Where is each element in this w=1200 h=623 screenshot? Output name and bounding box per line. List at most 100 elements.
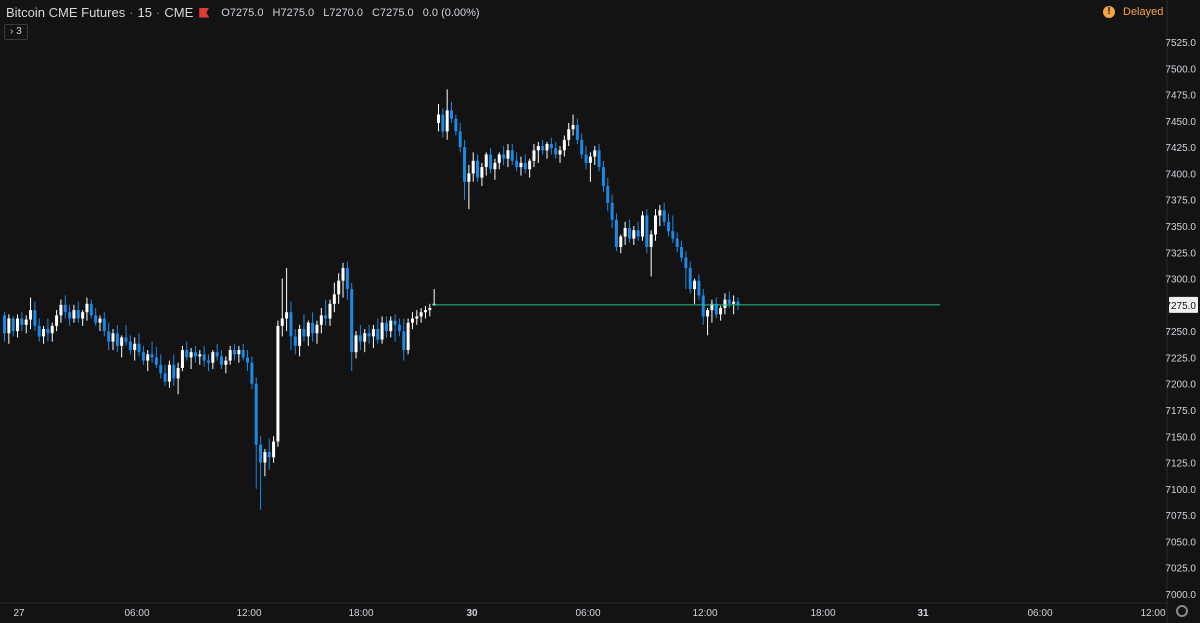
gear-icon[interactable] [1176, 605, 1188, 617]
candle-body [714, 303, 718, 315]
price-tick-label: 7450.0 [1165, 117, 1196, 128]
candle [189, 347, 193, 369]
price-tick-label: 7350.0 [1165, 222, 1196, 233]
candle-body [558, 150, 562, 155]
candle-body [267, 452, 271, 458]
candle-body [358, 335, 362, 342]
candle-body [250, 362, 254, 384]
candle-body [528, 160, 532, 170]
candle-body [276, 325, 280, 442]
separator-dot: · [156, 5, 161, 20]
candle-body [280, 318, 284, 326]
price-axis[interactable]: 7000.0 7025.0 7050.0 7075.0 7100.0 7125.0 7150… [1165, 38, 1196, 601]
candle-body [380, 322, 384, 340]
candle [402, 318, 406, 361]
candle-body [324, 315, 328, 319]
candle-body [46, 329, 50, 334]
candle [528, 158, 532, 178]
candle [289, 301, 293, 351]
candle [328, 299, 332, 326]
candle [267, 438, 271, 470]
candle-body [42, 329, 46, 337]
candle-body [727, 299, 731, 304]
candle-body [680, 247, 684, 258]
candles-layer [3, 89, 740, 510]
candle-body [354, 335, 358, 353]
candle [575, 118, 579, 144]
candle [128, 335, 132, 355]
price-tick-label: 7025.0 [1165, 564, 1196, 575]
price-tick-label: 7000.0 [1165, 590, 1196, 601]
candle-body [393, 320, 397, 325]
candle [684, 251, 688, 290]
delayed-status[interactable]: ! Delayed [1103, 6, 1163, 18]
candle-body [688, 268, 692, 290]
candle [72, 304, 76, 323]
candle-body [50, 325, 54, 334]
candle [358, 324, 362, 351]
candle [63, 295, 67, 319]
candle [445, 89, 449, 140]
candle-body [428, 308, 432, 311]
interval-label[interactable]: 15 [137, 5, 153, 20]
symbol-name[interactable]: Bitcoin CME Futures [6, 5, 126, 20]
candle [224, 356, 228, 374]
candle [502, 146, 506, 166]
candle-body [423, 310, 427, 313]
candle [601, 160, 605, 193]
candle [46, 318, 50, 342]
candle-body [580, 139, 584, 155]
candle-body [476, 160, 480, 178]
candle-body [24, 319, 28, 325]
candle-body [536, 146, 540, 151]
candle [350, 282, 354, 372]
candle-body [619, 236, 623, 248]
candle-body [601, 167, 605, 187]
candle-body [72, 310, 76, 319]
delayed-label: Delayed [1123, 6, 1164, 18]
candle [671, 215, 675, 243]
candle-body [640, 215, 644, 237]
time-axis[interactable]: 27 06:00 12:00 18:00 30 06:00 12:00 18:00 31 06:0… [13, 608, 1166, 619]
candle-body [367, 333, 371, 337]
candle-body [20, 318, 24, 325]
candle-body [341, 268, 345, 281]
candle [680, 240, 684, 262]
candle [450, 101, 454, 123]
candle [206, 354, 210, 372]
candle-body [523, 162, 527, 170]
time-tick-label: 12:00 [692, 608, 717, 619]
candle-body [285, 312, 289, 319]
candle-body [94, 315, 98, 323]
candle-body [55, 315, 59, 326]
candle-body [454, 118, 458, 132]
candle-body [389, 320, 393, 332]
candle-body [272, 441, 276, 458]
candle [50, 322, 54, 342]
price-tick-label: 7250.0 [1165, 327, 1196, 338]
candle [280, 278, 284, 337]
candle-body [293, 336, 297, 346]
candle [410, 312, 414, 330]
candle-body [519, 162, 523, 168]
price-tick-label: 7200.0 [1165, 380, 1196, 391]
candle [332, 282, 336, 313]
candle [667, 213, 671, 237]
candle [154, 346, 158, 368]
candle-body [623, 228, 627, 237]
candle-body [328, 303, 332, 319]
candle [146, 350, 150, 372]
candle [571, 114, 575, 136]
price-tick-label: 7100.0 [1165, 485, 1196, 496]
candle-body [502, 154, 506, 159]
candle [354, 331, 358, 359]
price-tick-label: 7475.0 [1165, 91, 1196, 102]
time-tick-label: 06:00 [575, 608, 600, 619]
candle [727, 291, 731, 309]
candle-body [202, 354, 206, 361]
ohlc-values: O7275.0 H7275.0 L7270.0 C7275.0 0.0 (0.0… [221, 7, 485, 19]
candle [33, 301, 37, 332]
collapse-indicators-button[interactable]: › 3 [4, 24, 28, 40]
candle-body [29, 310, 33, 320]
